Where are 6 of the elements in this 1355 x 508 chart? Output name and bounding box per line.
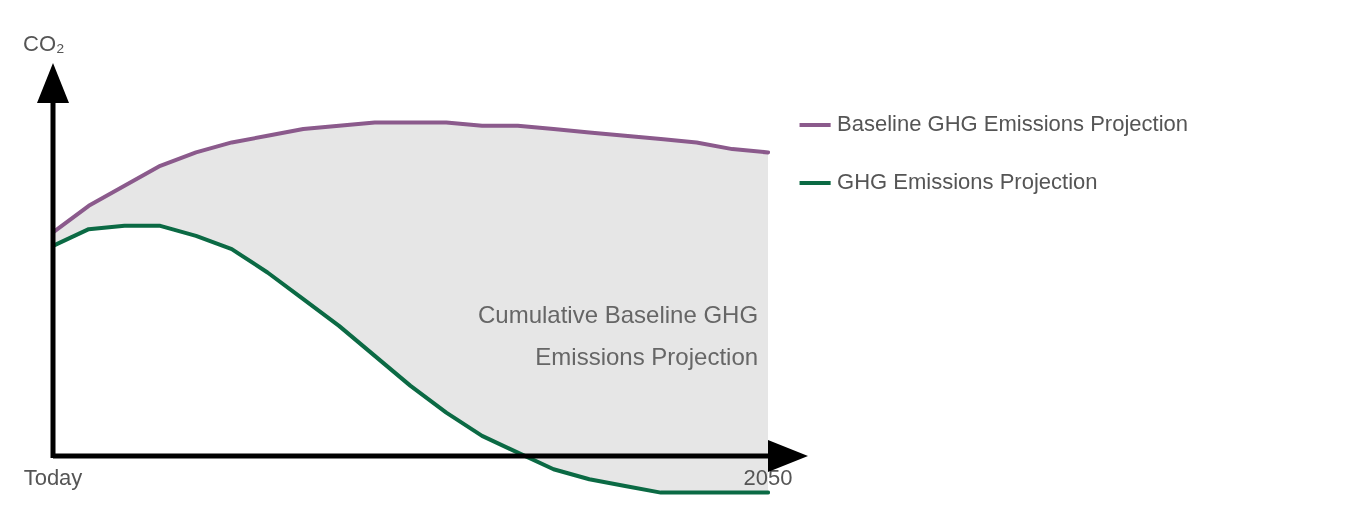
annotation: Cumulative Baseline GHG Emissions Projection [477,300,759,370]
y-axis-title: CO₂ [23,31,65,57]
legend-label: Baseline GHG Emissions Projection [837,111,1189,137]
x-tick-label: 2050 [743,464,793,490]
legend-label: GHG Emissions Projection [837,169,1098,195]
x-tick-label: Today [23,464,83,490]
